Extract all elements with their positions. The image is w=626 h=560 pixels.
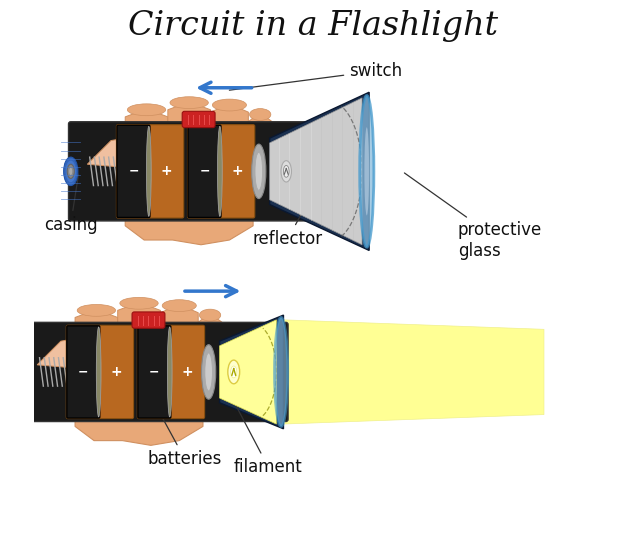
FancyBboxPatch shape	[132, 312, 165, 328]
Text: batteries: batteries	[139, 375, 222, 468]
FancyBboxPatch shape	[68, 122, 338, 221]
FancyBboxPatch shape	[187, 125, 255, 218]
Polygon shape	[198, 315, 222, 344]
Polygon shape	[160, 306, 198, 344]
Ellipse shape	[162, 300, 197, 311]
Ellipse shape	[212, 99, 247, 111]
Text: protective
glass: protective glass	[404, 173, 542, 260]
FancyBboxPatch shape	[137, 325, 205, 419]
Ellipse shape	[200, 309, 221, 321]
Ellipse shape	[96, 327, 101, 417]
Ellipse shape	[252, 144, 266, 199]
Ellipse shape	[284, 165, 289, 178]
Ellipse shape	[230, 366, 237, 378]
Ellipse shape	[205, 353, 212, 391]
Ellipse shape	[69, 167, 73, 176]
Ellipse shape	[364, 127, 369, 216]
Ellipse shape	[67, 164, 74, 179]
Polygon shape	[270, 92, 369, 250]
Ellipse shape	[281, 161, 292, 182]
FancyBboxPatch shape	[138, 326, 171, 418]
Ellipse shape	[250, 109, 271, 120]
Text: +: +	[231, 164, 243, 178]
Polygon shape	[75, 310, 118, 344]
Ellipse shape	[202, 345, 216, 399]
Text: Circuit in a Flashlight: Circuit in a Flashlight	[128, 11, 498, 43]
Ellipse shape	[64, 157, 78, 185]
Text: +: +	[160, 164, 172, 178]
FancyBboxPatch shape	[18, 323, 288, 422]
Polygon shape	[168, 102, 210, 144]
Ellipse shape	[146, 127, 151, 216]
FancyBboxPatch shape	[188, 125, 221, 217]
Polygon shape	[125, 110, 168, 144]
Polygon shape	[87, 136, 158, 167]
Ellipse shape	[18, 368, 23, 376]
Polygon shape	[125, 199, 253, 245]
Polygon shape	[220, 315, 284, 429]
Text: −: −	[149, 366, 160, 379]
Ellipse shape	[167, 327, 172, 417]
Ellipse shape	[14, 358, 28, 386]
Ellipse shape	[15, 361, 26, 383]
Text: reflector: reflector	[253, 174, 323, 248]
Text: +: +	[181, 365, 193, 379]
Ellipse shape	[217, 127, 222, 216]
Text: casing: casing	[44, 174, 98, 234]
Polygon shape	[75, 399, 203, 445]
Polygon shape	[270, 98, 362, 245]
Polygon shape	[249, 114, 272, 144]
Ellipse shape	[255, 152, 262, 190]
Ellipse shape	[170, 97, 208, 109]
Text: filament: filament	[220, 375, 303, 477]
Polygon shape	[284, 320, 544, 424]
Polygon shape	[37, 337, 108, 367]
Polygon shape	[118, 304, 160, 344]
Text: switch: switch	[229, 62, 403, 90]
Ellipse shape	[274, 318, 288, 426]
Ellipse shape	[228, 360, 240, 384]
FancyBboxPatch shape	[67, 326, 100, 418]
Polygon shape	[210, 105, 249, 144]
Ellipse shape	[127, 104, 166, 116]
Text: −: −	[199, 165, 210, 178]
FancyBboxPatch shape	[182, 111, 215, 128]
FancyBboxPatch shape	[66, 325, 133, 419]
Text: −: −	[78, 366, 88, 379]
Text: −: −	[128, 165, 139, 178]
Ellipse shape	[120, 297, 158, 309]
Polygon shape	[220, 320, 276, 424]
Text: +: +	[110, 365, 121, 379]
FancyBboxPatch shape	[117, 125, 150, 217]
Ellipse shape	[77, 305, 116, 316]
Text: spring: spring	[0, 559, 1, 560]
Ellipse shape	[17, 365, 24, 379]
Ellipse shape	[65, 160, 76, 183]
Ellipse shape	[360, 96, 374, 247]
FancyBboxPatch shape	[116, 125, 183, 218]
